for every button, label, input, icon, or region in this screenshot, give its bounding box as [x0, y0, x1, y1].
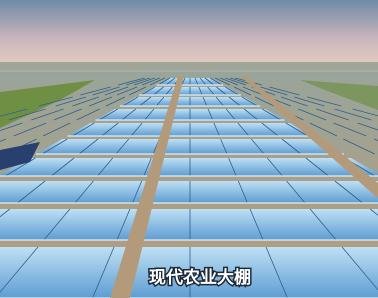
sky: [0, 0, 378, 70]
greenhouse-row: [0, 158, 378, 176]
caption: 现代农业大棚: [149, 267, 251, 288]
greenhouse-row: [0, 181, 378, 203]
page: 现代农业大棚 (() => { const data = JSON.parse(…: [0, 0, 378, 298]
photo: 现代农业大棚: [0, 0, 378, 298]
